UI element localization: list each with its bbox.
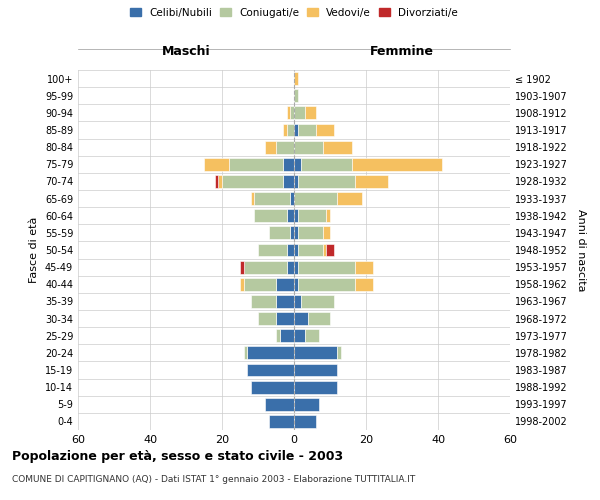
Y-axis label: Fasce di età: Fasce di età: [29, 217, 39, 283]
Bar: [355, 278, 373, 290]
Bar: [283, 124, 287, 136]
Bar: [294, 364, 337, 376]
Bar: [294, 124, 298, 136]
Bar: [258, 312, 276, 325]
Bar: [244, 346, 247, 360]
Bar: [294, 226, 298, 239]
Bar: [294, 260, 298, 274]
Bar: [294, 295, 301, 308]
Bar: [294, 210, 298, 222]
Bar: [290, 106, 294, 120]
Bar: [294, 415, 316, 428]
Bar: [276, 312, 294, 325]
Bar: [298, 124, 316, 136]
Bar: [352, 158, 442, 170]
Bar: [294, 346, 337, 360]
Bar: [244, 278, 276, 290]
Bar: [287, 210, 294, 222]
Bar: [287, 260, 294, 274]
Bar: [298, 278, 355, 290]
Bar: [294, 398, 319, 410]
Bar: [294, 72, 298, 85]
Bar: [323, 140, 352, 153]
Bar: [298, 226, 323, 239]
Text: Maschi: Maschi: [161, 45, 211, 58]
Text: Femmine: Femmine: [370, 45, 434, 58]
Bar: [258, 244, 287, 256]
Legend: Celibi/Nubili, Coniugati/e, Vedovi/e, Divorziati/e: Celibi/Nubili, Coniugati/e, Vedovi/e, Di…: [130, 8, 458, 18]
Bar: [355, 175, 388, 188]
Bar: [294, 380, 337, 394]
Bar: [218, 175, 222, 188]
Bar: [269, 226, 290, 239]
Bar: [298, 260, 355, 274]
Bar: [290, 192, 294, 205]
Bar: [294, 90, 298, 102]
Bar: [326, 244, 334, 256]
Y-axis label: Anni di nascita: Anni di nascita: [576, 209, 586, 291]
Bar: [323, 244, 326, 256]
Text: Popolazione per età, sesso e stato civile - 2003: Popolazione per età, sesso e stato civil…: [12, 450, 343, 463]
Bar: [265, 140, 276, 153]
Bar: [215, 175, 218, 188]
Bar: [294, 192, 337, 205]
Bar: [287, 106, 290, 120]
Bar: [251, 380, 294, 394]
Bar: [240, 278, 244, 290]
Bar: [294, 106, 305, 120]
Bar: [337, 192, 362, 205]
Bar: [269, 415, 294, 428]
Bar: [251, 192, 254, 205]
Bar: [298, 175, 355, 188]
Bar: [254, 210, 287, 222]
Bar: [298, 210, 326, 222]
Bar: [276, 295, 294, 308]
Bar: [323, 226, 330, 239]
Bar: [247, 364, 294, 376]
Bar: [305, 106, 316, 120]
Bar: [283, 158, 294, 170]
Bar: [294, 244, 298, 256]
Bar: [244, 260, 287, 274]
Bar: [294, 330, 305, 342]
Bar: [308, 312, 330, 325]
Bar: [280, 330, 294, 342]
Bar: [287, 124, 294, 136]
Bar: [294, 312, 308, 325]
Bar: [276, 330, 280, 342]
Bar: [287, 244, 294, 256]
Bar: [316, 124, 334, 136]
Bar: [265, 398, 294, 410]
Bar: [229, 158, 283, 170]
Bar: [294, 158, 301, 170]
Bar: [305, 330, 319, 342]
Bar: [251, 295, 276, 308]
Bar: [301, 158, 352, 170]
Bar: [222, 175, 283, 188]
Bar: [276, 278, 294, 290]
Bar: [204, 158, 229, 170]
Text: COMUNE DI CAPITIGNANO (AQ) - Dati ISTAT 1° gennaio 2003 - Elaborazione TUTTITALI: COMUNE DI CAPITIGNANO (AQ) - Dati ISTAT …: [12, 475, 415, 484]
Bar: [301, 295, 334, 308]
Bar: [326, 210, 330, 222]
Bar: [290, 226, 294, 239]
Bar: [298, 244, 323, 256]
Bar: [294, 175, 298, 188]
Bar: [294, 278, 298, 290]
Bar: [247, 346, 294, 360]
Bar: [355, 260, 373, 274]
Bar: [294, 140, 323, 153]
Bar: [254, 192, 290, 205]
Bar: [240, 260, 244, 274]
Bar: [283, 175, 294, 188]
Bar: [337, 346, 341, 360]
Bar: [276, 140, 294, 153]
